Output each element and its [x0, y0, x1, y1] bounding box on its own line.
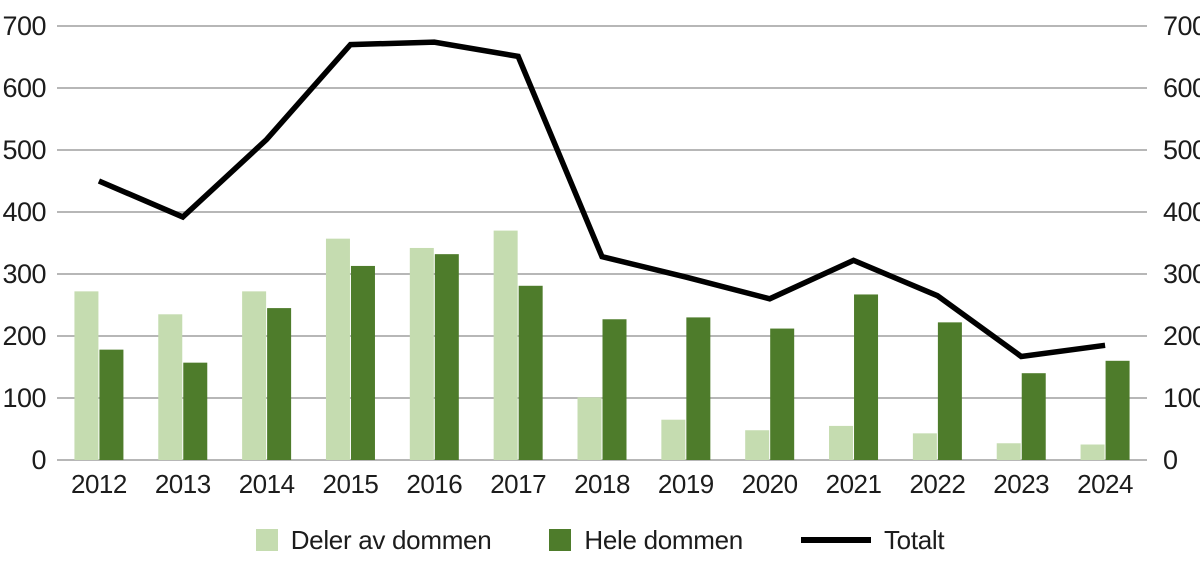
x-axis-label-2016: 2016: [406, 469, 462, 499]
x-axis-label-2020: 2020: [742, 469, 798, 499]
bar-2024-hele-dommen: [1105, 360, 1130, 460]
bar-2015-hele-dommen: [350, 265, 375, 460]
bar-2018-deler-av-dommen: [577, 397, 602, 460]
y-axis-left-label-200: 200: [2, 321, 46, 351]
legend-item-totalt: Totalt: [800, 524, 945, 556]
bar-2022-hele-dommen: [937, 322, 962, 460]
x-axis-label-2023: 2023: [993, 469, 1049, 499]
y-axis-right-label-500: 500: [1163, 135, 1200, 165]
legend-item-hele-dommen: Hele dommen: [549, 525, 743, 556]
bar-2013-hele-dommen: [183, 362, 208, 460]
y-axis-left-label-700: 700: [2, 11, 46, 41]
y-axis-right-label-200: 200: [1163, 321, 1200, 351]
x-axis-label-2022: 2022: [909, 469, 965, 499]
x-axis-label-2014: 2014: [239, 469, 295, 499]
bar-2019-hele-dommen: [686, 317, 711, 460]
legend-label-deler-av-dommen: Deler av dommen: [290, 524, 492, 555]
legend-swatch-dark-green: [549, 529, 572, 551]
legend-swatch-light-green: [255, 529, 278, 551]
y-axis-right-label-100: 100: [1163, 383, 1200, 413]
legend-label-hele-dommen: Hele dommen: [584, 524, 743, 555]
bar-2019-deler-av-dommen: [661, 419, 686, 460]
y-axis-right-label-300: 300: [1163, 259, 1200, 289]
total-line: [97, 39, 1106, 360]
x-axis-label-2013: 2013: [155, 469, 211, 499]
y-axis-left-label-600: 600: [2, 73, 46, 103]
legend-label-totalt: Totalt: [883, 524, 945, 555]
y-axis-left-label-0: 0: [31, 445, 46, 475]
chart-canvas: 0 0 100 100 200 200 300 300 400 400 500 500 600 600 70…: [2, 11, 1200, 499]
bar-2016-deler-av-dommen: [409, 247, 434, 460]
bar-2023-hele-dommen: [1021, 373, 1046, 460]
bar-2014-hele-dommen: [267, 308, 292, 460]
bar-2017-hele-dommen: [518, 285, 543, 460]
chart-legend: Deler av dommen Hele dommen Totalt: [0, 516, 1200, 564]
x-axis-label-2019: 2019: [658, 469, 714, 499]
x-axis-label-2017: 2017: [490, 469, 546, 499]
x-axis-label-2015: 2015: [323, 469, 379, 499]
y-axis-right-label-400: 400: [1163, 197, 1200, 227]
bar-2023-deler-av-dommen: [996, 443, 1021, 460]
y-axis-left-label-300: 300: [2, 259, 46, 289]
bar-2012-hele-dommen: [99, 349, 124, 460]
y-axis-right-label-600: 600: [1163, 73, 1200, 103]
bar-2015-deler-av-dommen: [325, 238, 350, 460]
bar-2012-deler-av-dommen: [74, 291, 99, 460]
bar-2021-deler-av-dommen: [829, 425, 854, 460]
x-axis-label-2021: 2021: [826, 469, 882, 499]
bar-2021-hele-dommen: [854, 294, 879, 460]
x-axis-label-2018: 2018: [574, 469, 630, 499]
y-axis-left-label-400: 400: [2, 197, 46, 227]
bar-2018-hele-dommen: [602, 319, 627, 460]
bar-2024-deler-av-dommen: [1080, 444, 1105, 460]
y-axis-right-label-700: 700: [1163, 11, 1200, 41]
bar-2017-deler-av-dommen: [493, 230, 518, 460]
y-axis-right-label-0: 0: [1163, 445, 1178, 475]
bar-2020-deler-av-dommen: [745, 430, 770, 460]
x-axis-label-2012: 2012: [71, 469, 127, 499]
bar-2013-deler-av-dommen: [158, 314, 183, 460]
bar-2014-deler-av-dommen: [242, 291, 267, 460]
bar-2022-deler-av-dommen: [912, 433, 937, 460]
legend-swatch-total-line: [800, 537, 871, 543]
x-axis-label-2024: 2024: [1077, 469, 1133, 499]
y-axis-left-label-500: 500: [2, 135, 46, 165]
y-axis-left-label-100: 100: [2, 383, 46, 413]
legend-item-deler-av-dommen: Deler av dommen: [255, 524, 492, 556]
bar-2020-hele-dommen: [770, 328, 795, 460]
bar-2016-hele-dommen: [434, 254, 459, 460]
